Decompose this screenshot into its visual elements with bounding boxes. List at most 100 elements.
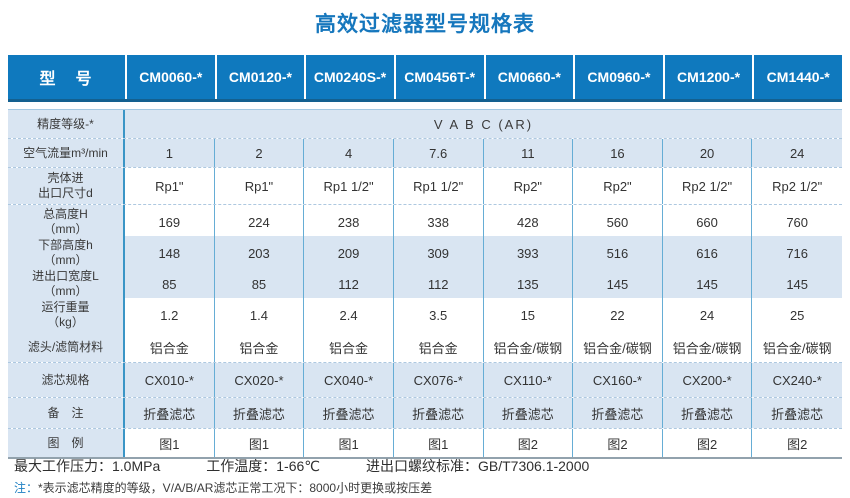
model-header: CM1440-* bbox=[752, 55, 842, 99]
table-row: 备 注折叠滤芯 折叠滤芯 折叠滤芯 折叠滤芯 折叠滤芯 折叠滤芯 折叠滤芯 折叠滤芯 bbox=[8, 397, 842, 428]
data-cell: 折叠滤芯 bbox=[304, 398, 394, 428]
data-cell: Rp1" bbox=[125, 168, 215, 204]
row-label: 运行重量 （kg） bbox=[8, 298, 125, 332]
data-cell: 折叠滤芯 bbox=[214, 398, 305, 428]
data-cell: Rp2" bbox=[483, 168, 574, 204]
table-row: 图 例图1 图1 图1 图1 图2 图2 图2 图2 bbox=[8, 428, 842, 457]
row-label: 精度等级-* bbox=[8, 110, 125, 138]
data-cell: 238 bbox=[304, 205, 394, 239]
data-cell: 135 bbox=[483, 267, 574, 301]
data-cell: 393 bbox=[483, 236, 574, 270]
data-cell: 1.2 bbox=[125, 298, 215, 332]
table-header: 型 号 CM0060-* CM0120-* CM0240S-* CM0456T-* CM… bbox=[8, 55, 842, 102]
data-cell: 图1 bbox=[214, 429, 305, 457]
table-row: 进出口宽度L （mm） 85 85 112 112 135 145 145 145 bbox=[8, 266, 842, 301]
data-cell: Rp2 1/2" bbox=[752, 168, 842, 204]
row-label: 滤芯规格 bbox=[8, 363, 125, 397]
data-cell: CX160-* bbox=[573, 363, 663, 397]
data-cell: 616 bbox=[662, 236, 753, 270]
model-header: CM0240S-* bbox=[304, 55, 394, 99]
accuracy-grades-cell: V A B C (AR) bbox=[125, 110, 842, 138]
table-row: 滤头/滤筒材料 铝合金 铝合金 铝合金 铝合金 铝合金/碳钢 铝合金/碳钢 铝合金/碳钢 铝合金… bbox=[8, 331, 842, 362]
data-cell: CX110-* bbox=[483, 363, 574, 397]
data-cell: 20 bbox=[662, 139, 753, 167]
data-cell: 折叠滤芯 bbox=[393, 398, 484, 428]
row-label: 下部高度h （mm） bbox=[8, 236, 125, 270]
data-cell: 3.5 bbox=[393, 298, 484, 332]
data-cell: CX010-* bbox=[125, 363, 215, 397]
data-cell: 16 bbox=[573, 139, 663, 167]
data-cell: CX076-* bbox=[393, 363, 484, 397]
data-cell: 24 bbox=[662, 298, 753, 332]
data-cell: 图1 bbox=[393, 429, 484, 457]
data-cell: 338 bbox=[393, 205, 484, 239]
data-cell: 428 bbox=[483, 205, 574, 239]
data-cell: 铝合金 bbox=[125, 332, 215, 362]
data-cell: 图1 bbox=[304, 429, 394, 457]
working-temperature: 工作温度：1-66℃ bbox=[206, 458, 320, 474]
data-cell: 22 bbox=[573, 298, 663, 332]
table-row: 滤芯规格 CX010-* CX020-* CX040-* CX076-* CX110-* C… bbox=[8, 362, 842, 397]
model-header: CM0060-* bbox=[125, 55, 215, 99]
data-cell: 折叠滤芯 bbox=[573, 398, 663, 428]
data-cell: 图2 bbox=[662, 429, 753, 457]
data-cell: 折叠滤芯 bbox=[662, 398, 753, 428]
table-row: 空气流量m³/min 1 2 4 7.6 11 16 20 24 bbox=[8, 138, 842, 167]
data-cell: 85 bbox=[125, 267, 215, 301]
table-row: 壳体进 出口尺寸d Rp1" Rp1" Rp1 1/2" Rp1 1/2" Rp2" Rp2… bbox=[8, 167, 842, 204]
data-cell: 图2 bbox=[752, 429, 842, 457]
table-row: 总高度H （mm） 169 224 238 338 428 560 660 760 bbox=[8, 204, 842, 239]
data-cell: 85 bbox=[214, 267, 305, 301]
data-cell: 图1 bbox=[125, 429, 215, 457]
table-body: 精度等级-* V A B C (AR) 空气流量m³/min 1 2 4 7.6 11 16… bbox=[8, 109, 842, 459]
table-row-accuracy: 精度等级-* V A B C (AR) bbox=[8, 110, 842, 138]
data-cell: Rp1 1/2" bbox=[304, 168, 394, 204]
thread-standard: 进出口螺纹标准：GB/T7306.1-2000 bbox=[366, 458, 590, 474]
data-cell: 铝合金/碳钢 bbox=[573, 332, 663, 362]
data-cell: 660 bbox=[662, 205, 753, 239]
note-prefix: 注： bbox=[14, 481, 39, 495]
data-cell: Rp1 1/2" bbox=[393, 168, 484, 204]
row-label: 备 注 bbox=[8, 398, 125, 428]
table-row: 运行重量 （kg） 1.2 1.4 2.4 3.5 15 22 24 25 bbox=[8, 297, 842, 332]
data-cell: 铝合金 bbox=[393, 332, 484, 362]
row-label: 总高度H （mm） bbox=[8, 205, 125, 239]
data-cell: 112 bbox=[393, 267, 484, 301]
data-cell: CX200-* bbox=[662, 363, 753, 397]
data-cell: 209 bbox=[304, 236, 394, 270]
data-cell: 铝合金/碳钢 bbox=[483, 332, 574, 362]
data-cell: CX020-* bbox=[214, 363, 305, 397]
model-header: CM0660-* bbox=[483, 55, 574, 99]
data-cell: 折叠滤芯 bbox=[752, 398, 842, 428]
row-label: 图 例 bbox=[8, 429, 125, 457]
data-cell: Rp2 1/2" bbox=[662, 168, 753, 204]
data-cell: 203 bbox=[214, 236, 305, 270]
data-cell: 560 bbox=[573, 205, 663, 239]
data-cell: 图2 bbox=[483, 429, 574, 457]
data-cell: 145 bbox=[662, 267, 753, 301]
model-header: CM0456T-* bbox=[393, 55, 484, 99]
data-cell: 15 bbox=[483, 298, 574, 332]
data-cell: CX240-* bbox=[752, 363, 842, 397]
model-column-header: 型 号 bbox=[39, 71, 94, 88]
model-header: CM0960-* bbox=[573, 55, 663, 99]
data-cell: 2.4 bbox=[304, 298, 394, 332]
data-cell: 145 bbox=[752, 267, 842, 301]
data-cell: 24 bbox=[752, 139, 842, 167]
data-cell: 铝合金/碳钢 bbox=[662, 332, 753, 362]
data-cell: 铝合金 bbox=[214, 332, 305, 362]
data-cell: 112 bbox=[304, 267, 394, 301]
data-cell: 169 bbox=[125, 205, 215, 239]
data-cell: Rp1" bbox=[214, 168, 305, 204]
footer-note: 注：*表示滤芯精度的等级，V/A/B/AR滤芯正常工况下：8000小时更换或按压… bbox=[14, 479, 432, 496]
note-text: *表示滤芯精度的等级，V/A/B/AR滤芯正常工况下：8000小时更换或按压差 bbox=[38, 481, 433, 495]
data-cell: 2 bbox=[214, 139, 305, 167]
model-header: CM1200-* bbox=[662, 55, 753, 99]
data-cell: 516 bbox=[573, 236, 663, 270]
page-title: 高效过滤器型号规格表 bbox=[315, 13, 535, 36]
data-cell: 铝合金/碳钢 bbox=[752, 332, 842, 362]
data-cell: 309 bbox=[393, 236, 484, 270]
row-label: 空气流量m³/min bbox=[8, 139, 125, 167]
data-cell: 4 bbox=[304, 139, 394, 167]
data-cell: 148 bbox=[125, 236, 215, 270]
